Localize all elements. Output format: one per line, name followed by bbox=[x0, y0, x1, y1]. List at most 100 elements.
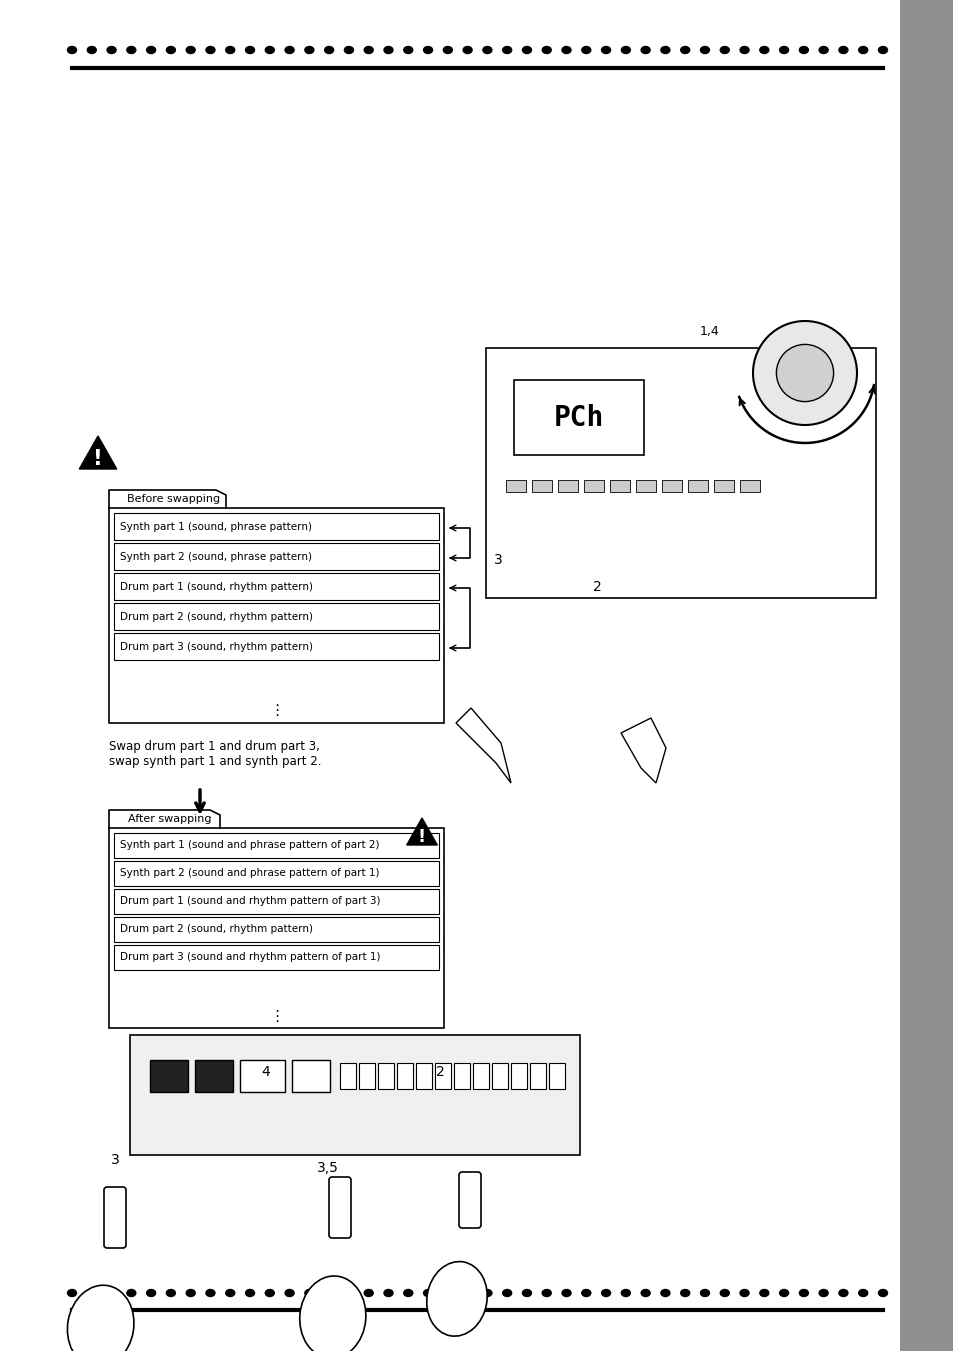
Ellipse shape bbox=[443, 1289, 452, 1297]
Ellipse shape bbox=[245, 46, 254, 54]
Ellipse shape bbox=[878, 1289, 886, 1297]
Ellipse shape bbox=[581, 46, 590, 54]
Bar bbox=[661, 480, 681, 492]
Ellipse shape bbox=[324, 46, 334, 54]
Bar bbox=[485, 349, 875, 598]
Ellipse shape bbox=[700, 1289, 709, 1297]
Text: 3,5: 3,5 bbox=[316, 1161, 338, 1175]
Ellipse shape bbox=[601, 46, 610, 54]
Ellipse shape bbox=[819, 1289, 827, 1297]
Ellipse shape bbox=[384, 46, 393, 54]
Ellipse shape bbox=[265, 1289, 274, 1297]
Bar bbox=[435, 1063, 451, 1089]
Ellipse shape bbox=[720, 1289, 728, 1297]
Ellipse shape bbox=[443, 46, 452, 54]
Text: !: ! bbox=[417, 828, 426, 846]
Ellipse shape bbox=[799, 46, 807, 54]
Ellipse shape bbox=[779, 46, 788, 54]
Ellipse shape bbox=[462, 46, 472, 54]
Ellipse shape bbox=[522, 1289, 531, 1297]
Ellipse shape bbox=[107, 46, 116, 54]
Ellipse shape bbox=[541, 46, 551, 54]
Ellipse shape bbox=[403, 1289, 413, 1297]
Ellipse shape bbox=[127, 46, 135, 54]
Bar bbox=[113, 513, 438, 540]
Text: Drum part 1 (sound, rhythm pattern): Drum part 1 (sound, rhythm pattern) bbox=[120, 581, 313, 592]
Ellipse shape bbox=[502, 1289, 511, 1297]
Ellipse shape bbox=[384, 1289, 393, 1297]
Polygon shape bbox=[79, 436, 116, 469]
Text: Drum part 3 (sound, rhythm pattern): Drum part 3 (sound, rhythm pattern) bbox=[120, 642, 313, 651]
Bar bbox=[113, 573, 438, 600]
Ellipse shape bbox=[779, 1289, 788, 1297]
Bar bbox=[473, 1063, 489, 1089]
Ellipse shape bbox=[299, 1275, 366, 1351]
Ellipse shape bbox=[423, 46, 432, 54]
Ellipse shape bbox=[364, 46, 373, 54]
Ellipse shape bbox=[858, 1289, 867, 1297]
Bar bbox=[558, 480, 578, 492]
Bar bbox=[113, 603, 438, 630]
Ellipse shape bbox=[344, 1289, 353, 1297]
Bar bbox=[396, 1063, 413, 1089]
Ellipse shape bbox=[127, 1289, 135, 1297]
Text: Synth part 1 (sound, phrase pattern): Synth part 1 (sound, phrase pattern) bbox=[120, 521, 312, 531]
Bar bbox=[113, 917, 438, 942]
Ellipse shape bbox=[759, 46, 768, 54]
Bar bbox=[113, 944, 438, 970]
Bar bbox=[740, 480, 760, 492]
Text: Synth part 2 (sound, phrase pattern): Synth part 2 (sound, phrase pattern) bbox=[120, 551, 312, 562]
Text: ⋮: ⋮ bbox=[269, 1008, 284, 1024]
Text: ⋮: ⋮ bbox=[269, 704, 284, 719]
Bar bbox=[583, 480, 603, 492]
Text: 3: 3 bbox=[493, 553, 502, 567]
Ellipse shape bbox=[878, 46, 886, 54]
FancyBboxPatch shape bbox=[104, 1188, 126, 1248]
Ellipse shape bbox=[245, 1289, 254, 1297]
Ellipse shape bbox=[502, 46, 511, 54]
Ellipse shape bbox=[561, 1289, 571, 1297]
Bar bbox=[511, 1063, 526, 1089]
Ellipse shape bbox=[226, 46, 234, 54]
Bar bbox=[113, 543, 438, 570]
Ellipse shape bbox=[324, 1289, 334, 1297]
Bar bbox=[292, 1061, 330, 1092]
Ellipse shape bbox=[640, 46, 649, 54]
Ellipse shape bbox=[265, 46, 274, 54]
Bar bbox=[109, 508, 443, 723]
Ellipse shape bbox=[680, 46, 689, 54]
Ellipse shape bbox=[799, 1289, 807, 1297]
Ellipse shape bbox=[403, 46, 413, 54]
Ellipse shape bbox=[838, 46, 847, 54]
Bar bbox=[113, 889, 438, 915]
Ellipse shape bbox=[700, 46, 709, 54]
Ellipse shape bbox=[620, 1289, 630, 1297]
Circle shape bbox=[752, 322, 856, 426]
Ellipse shape bbox=[147, 46, 155, 54]
Ellipse shape bbox=[541, 1289, 551, 1297]
Ellipse shape bbox=[107, 1289, 116, 1297]
Ellipse shape bbox=[858, 46, 867, 54]
Ellipse shape bbox=[344, 46, 353, 54]
Ellipse shape bbox=[186, 46, 195, 54]
Text: Drum part 2 (sound, rhythm pattern): Drum part 2 (sound, rhythm pattern) bbox=[120, 924, 313, 935]
Ellipse shape bbox=[305, 1289, 314, 1297]
Ellipse shape bbox=[462, 1289, 472, 1297]
FancyBboxPatch shape bbox=[329, 1177, 351, 1238]
Bar bbox=[505, 480, 525, 492]
Ellipse shape bbox=[68, 1285, 133, 1351]
Ellipse shape bbox=[166, 1289, 175, 1297]
Ellipse shape bbox=[206, 46, 214, 54]
Bar bbox=[194, 1061, 233, 1092]
Bar bbox=[899, 0, 953, 1351]
Ellipse shape bbox=[660, 1289, 669, 1297]
Ellipse shape bbox=[426, 1262, 487, 1336]
Ellipse shape bbox=[87, 46, 96, 54]
Text: 4: 4 bbox=[261, 1065, 270, 1079]
Ellipse shape bbox=[482, 1289, 492, 1297]
Bar bbox=[358, 1063, 375, 1089]
Polygon shape bbox=[620, 717, 665, 784]
Ellipse shape bbox=[423, 1289, 432, 1297]
Bar bbox=[532, 480, 552, 492]
Bar bbox=[109, 828, 443, 1028]
